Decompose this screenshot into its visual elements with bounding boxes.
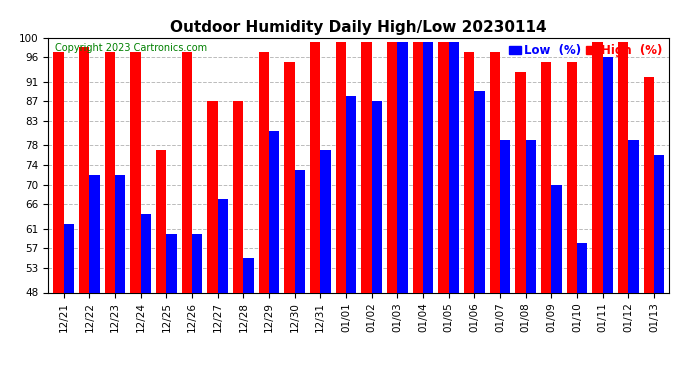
Text: Copyright 2023 Cartronics.com: Copyright 2023 Cartronics.com — [55, 43, 206, 52]
Bar — [592, 42, 602, 292]
Bar — [105, 52, 115, 292]
Bar — [566, 62, 577, 292]
Bar — [602, 57, 613, 292]
Bar — [320, 150, 331, 292]
Bar — [90, 175, 99, 292]
Bar — [490, 52, 500, 292]
Bar — [500, 141, 510, 292]
Bar — [269, 130, 279, 292]
Bar — [208, 101, 217, 292]
Bar — [387, 42, 397, 292]
Bar — [181, 52, 192, 292]
Bar — [372, 101, 382, 292]
Bar — [141, 214, 151, 292]
Bar — [438, 42, 449, 292]
Bar — [130, 52, 141, 292]
Bar — [541, 62, 551, 292]
Bar — [233, 101, 244, 292]
Bar — [156, 150, 166, 292]
Bar — [259, 52, 269, 292]
Title: Outdoor Humidity Daily High/Low 20230114: Outdoor Humidity Daily High/Low 20230114 — [170, 20, 547, 35]
Bar — [474, 92, 484, 292]
Bar — [346, 96, 356, 292]
Bar — [464, 52, 474, 292]
Bar — [295, 170, 305, 292]
Bar — [166, 234, 177, 292]
Bar — [79, 47, 90, 292]
Bar — [336, 42, 346, 292]
Bar — [244, 258, 254, 292]
Bar — [577, 243, 587, 292]
Bar — [448, 42, 459, 292]
Legend: Low  (%), High  (%): Low (%), High (%) — [504, 39, 667, 62]
Bar — [310, 42, 320, 292]
Bar — [192, 234, 202, 292]
Bar — [628, 141, 638, 292]
Bar — [217, 200, 228, 292]
Bar — [644, 77, 654, 292]
Bar — [618, 42, 628, 292]
Bar — [362, 42, 372, 292]
Bar — [551, 184, 562, 292]
Bar — [515, 72, 526, 292]
Bar — [526, 141, 536, 292]
Bar — [63, 224, 74, 292]
Bar — [413, 42, 423, 292]
Bar — [284, 62, 295, 292]
Bar — [654, 155, 664, 292]
Bar — [115, 175, 126, 292]
Bar — [53, 52, 63, 292]
Bar — [397, 42, 408, 292]
Bar — [423, 42, 433, 292]
